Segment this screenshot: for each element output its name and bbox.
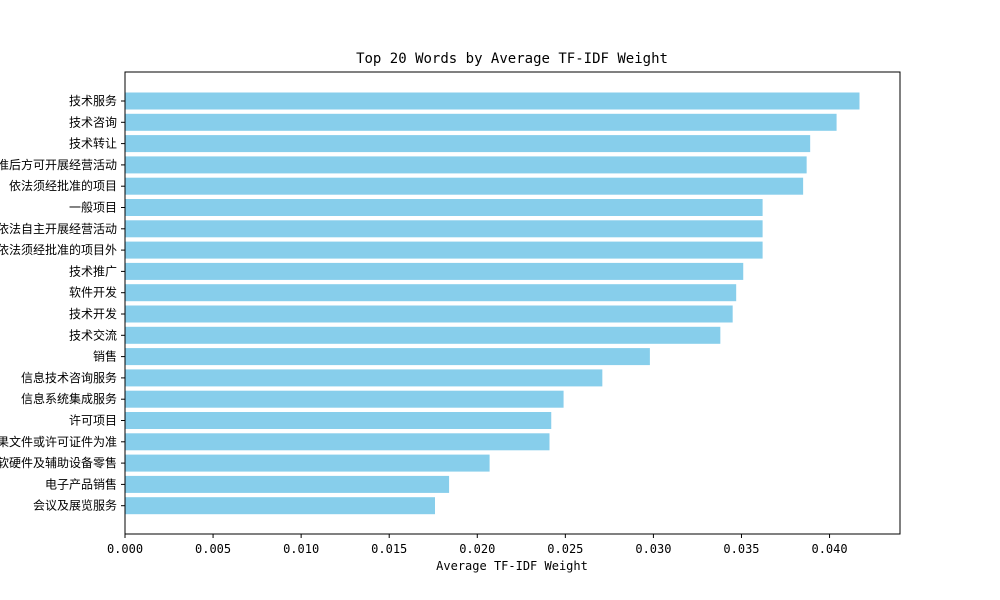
x-tick-label: 0.030 bbox=[635, 542, 671, 556]
bar bbox=[125, 433, 550, 451]
y-axis-ticks: 技术服务技术咨询技术转让经相关部门批准后方可开展经营活动依法须经批准的项目一般项… bbox=[0, 93, 125, 513]
bar bbox=[125, 241, 763, 259]
bar bbox=[125, 412, 552, 429]
y-tick-label: 除依法须经批准的项目外 bbox=[0, 242, 117, 257]
y-tick-label: 会议及展览服务 bbox=[33, 498, 117, 513]
y-tick-label: 计算机软硬件及辅助设备零售 bbox=[0, 455, 117, 470]
y-tick-label: 凭营业执照依法自主开展经营活动 bbox=[0, 221, 117, 236]
bar bbox=[125, 475, 450, 493]
bar bbox=[125, 113, 837, 131]
y-tick-label: 技术服务 bbox=[69, 93, 117, 108]
chart-title: Top 20 Words by Average TF-IDF Weight bbox=[356, 51, 668, 67]
x-axis-ticks: 0.000 0.005 0.010 0.015 0.020 0.025 0.030 0.035… bbox=[107, 534, 848, 556]
y-tick-label: 软件开发 bbox=[69, 285, 117, 300]
y-tick-label: 技术推广 bbox=[69, 264, 117, 278]
x-tick-label: 0.015 bbox=[371, 542, 407, 556]
bar bbox=[125, 199, 763, 216]
y-tick-label: 电子产品销售 bbox=[45, 476, 117, 491]
bar bbox=[125, 369, 603, 387]
x-tick-label: 0.020 bbox=[459, 542, 495, 556]
y-tick-label: 技术开发 bbox=[69, 306, 117, 321]
x-tick-label: 0.025 bbox=[547, 542, 583, 556]
bar bbox=[125, 135, 811, 153]
y-tick-label: 经相关部门批准后方可开展经营活动 bbox=[0, 157, 117, 172]
y-tick-label: 技术转让 bbox=[69, 136, 117, 151]
y-tick-label: 许可项目 bbox=[69, 414, 117, 428]
x-tick-label: 0.035 bbox=[723, 542, 759, 556]
bar bbox=[125, 284, 737, 302]
y-tick-label: 依法须经批准的项目 bbox=[9, 178, 117, 193]
x-axis-label: Average TF-IDF Weight bbox=[436, 559, 588, 573]
bar bbox=[125, 220, 763, 238]
y-tick-label: 销售 bbox=[93, 349, 117, 364]
bar bbox=[125, 262, 744, 280]
y-tick-label: 信息系统集成服务 bbox=[21, 391, 117, 406]
y-tick-label: 技术交流 bbox=[69, 327, 117, 342]
bar bbox=[125, 177, 804, 195]
plot-frame bbox=[124, 71, 901, 535]
bar bbox=[125, 390, 564, 408]
bar bbox=[125, 454, 490, 472]
bars-group bbox=[125, 92, 860, 515]
bar bbox=[125, 92, 860, 110]
bar bbox=[125, 156, 807, 174]
x-tick-label: 0.010 bbox=[283, 542, 319, 556]
y-tick-label: 技术咨询 bbox=[69, 114, 117, 129]
bar bbox=[125, 305, 733, 323]
y-tick-label: 具体经营项目以审批结果文件或许可证件为准 bbox=[0, 434, 117, 449]
bar bbox=[125, 326, 721, 344]
bar bbox=[125, 348, 650, 366]
y-tick-label: 一般项目 bbox=[69, 200, 117, 215]
x-tick-label: 0.005 bbox=[195, 542, 231, 556]
x-tick-label: 0.040 bbox=[811, 542, 847, 556]
x-tick-label: 0.000 bbox=[107, 542, 143, 556]
bar bbox=[125, 497, 435, 515]
y-tick-label: 信息技术咨询服务 bbox=[21, 370, 117, 385]
